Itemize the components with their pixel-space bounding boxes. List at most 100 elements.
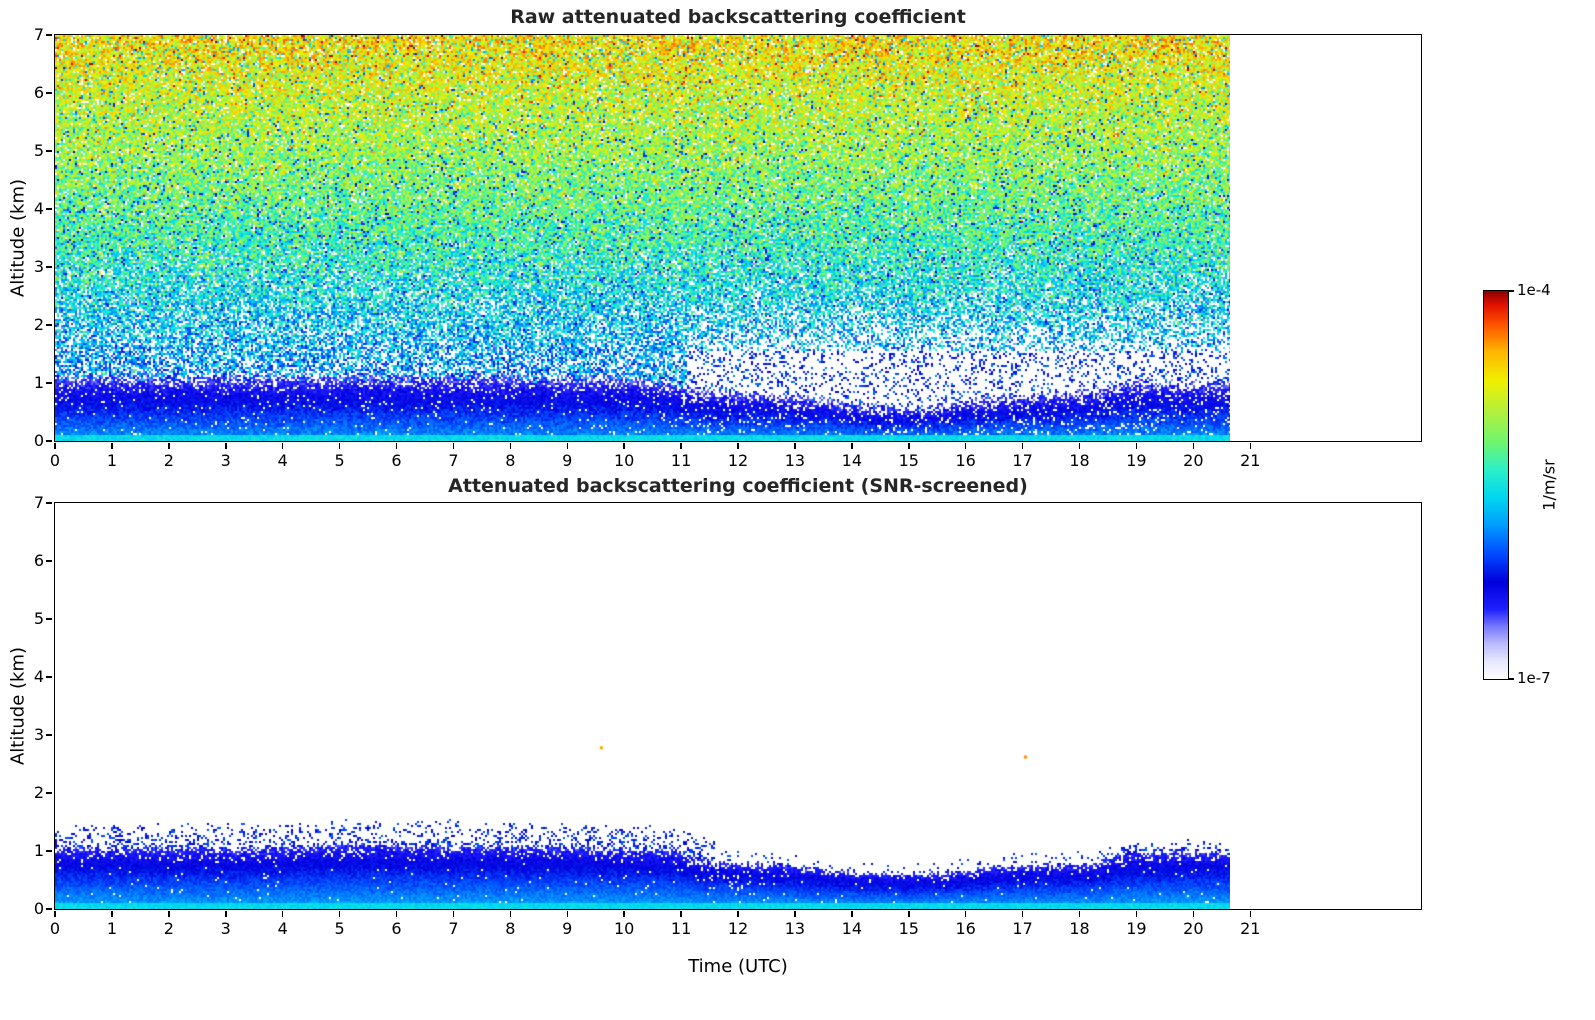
x-tick-mark — [623, 910, 625, 917]
x-tick-mark — [54, 442, 56, 449]
x-tick-mark — [851, 442, 853, 449]
x-tick-label: 21 — [1240, 451, 1261, 470]
x-tick-mark — [225, 442, 227, 449]
x-tick-mark — [794, 910, 796, 917]
y-tick-label: 6 — [33, 83, 44, 102]
x-tick-label: 12 — [727, 919, 749, 938]
x-tick-label: 16 — [955, 451, 976, 470]
x-tick-label: 17 — [1012, 919, 1033, 938]
x-tick-mark — [1249, 442, 1251, 449]
x-tick-label: 13 — [784, 451, 806, 470]
y-tick-label: 4 — [33, 667, 44, 686]
x-tick-mark — [452, 910, 455, 917]
x-tick-mark — [794, 442, 796, 449]
screened-panel-title: Attenuated backscattering coefficient (S… — [448, 475, 1028, 497]
y-tick-label: 6 — [33, 551, 44, 570]
x-tick-mark — [908, 910, 910, 917]
x-tick-mark — [1192, 910, 1195, 917]
x-tick-label: 18 — [1069, 451, 1090, 470]
x-tick-label: 10 — [613, 451, 635, 470]
y-tick-mark — [46, 792, 52, 794]
y-tick-mark — [46, 92, 52, 94]
x-tick-mark — [737, 442, 739, 449]
x-tick-label: 20 — [1183, 451, 1204, 470]
y-tick-label: 1 — [33, 841, 44, 860]
x-tick-label: 7 — [448, 451, 459, 470]
x-tick-mark — [566, 442, 568, 449]
y-tick-mark — [46, 324, 52, 326]
colorbar-gradient-canvas — [1483, 290, 1508, 679]
x-tick-label: 4 — [277, 919, 288, 938]
x-tick-label: 8 — [505, 451, 516, 470]
raw-panel-title: Raw attenuated backscattering coefficien… — [510, 6, 966, 28]
screened-y-axis-label: Altitude (km) — [7, 646, 29, 766]
y-tick-label: 5 — [33, 609, 44, 628]
x-tick-mark — [509, 442, 512, 449]
y-tick-label: 3 — [33, 725, 44, 744]
colorbar-tick-mark — [1509, 290, 1514, 292]
y-tick-mark — [46, 440, 52, 442]
x-tick-mark — [964, 442, 967, 449]
colorbar-max-label: 1e-4 — [1517, 281, 1551, 299]
y-tick-mark — [46, 208, 52, 210]
x-tick-label: 19 — [1126, 451, 1147, 470]
x-tick-label: 6 — [391, 451, 402, 470]
y-tick-mark — [46, 618, 52, 620]
colorbar-tick-mark — [1509, 678, 1514, 680]
x-tick-label: 6 — [391, 919, 402, 938]
x-tick-label: 18 — [1069, 919, 1090, 938]
x-tick-label: 1 — [106, 919, 117, 938]
x-tick-mark — [1078, 910, 1081, 917]
x-tick-label: 21 — [1240, 919, 1261, 938]
x-tick-mark — [168, 442, 170, 449]
y-tick-mark — [46, 502, 52, 504]
x-tick-label: 9 — [562, 919, 573, 938]
x-tick-mark — [395, 442, 398, 449]
x-tick-mark — [338, 442, 341, 449]
screened-plot-area — [53, 501, 1422, 910]
y-tick-mark — [46, 676, 52, 678]
y-tick-mark — [46, 266, 52, 268]
y-tick-label: 3 — [33, 257, 44, 276]
x-tick-label: 10 — [613, 919, 635, 938]
x-tick-mark — [509, 910, 512, 917]
raw-y-axis-label: Altitude (km) — [7, 178, 29, 298]
x-tick-label: 0 — [49, 919, 61, 938]
x-tick-label: 12 — [727, 451, 749, 470]
y-tick-mark — [46, 150, 52, 152]
x-tick-mark — [1135, 442, 1138, 449]
x-tick-mark — [964, 910, 967, 917]
x-tick-label: 2 — [163, 451, 174, 470]
y-tick-label: 0 — [33, 899, 44, 918]
x-tick-label: 13 — [784, 919, 806, 938]
y-tick-label: 0 — [33, 431, 44, 450]
x-tick-mark — [737, 910, 739, 917]
x-tick-mark — [680, 910, 682, 917]
x-tick-mark — [1135, 910, 1138, 917]
x-tick-label: 11 — [670, 919, 692, 938]
x-tick-label: 4 — [277, 451, 288, 470]
x-tick-mark — [1021, 442, 1024, 449]
y-tick-mark — [46, 34, 52, 36]
x-tick-label: 3 — [220, 451, 231, 470]
y-tick-label: 4 — [33, 199, 44, 218]
y-tick-label: 1 — [33, 373, 44, 392]
colorbar — [1482, 289, 1509, 680]
y-tick-mark — [46, 850, 52, 852]
x-tick-label: 15 — [898, 451, 919, 470]
y-tick-label: 7 — [33, 25, 44, 44]
x-tick-mark — [281, 910, 284, 917]
x-tick-mark — [680, 442, 682, 449]
raw-heatmap-canvas — [54, 34, 1230, 441]
x-tick-mark — [395, 910, 398, 917]
x-tick-mark — [168, 910, 170, 917]
x-tick-label: 8 — [505, 919, 516, 938]
y-tick-mark — [46, 908, 52, 910]
x-tick-mark — [1249, 910, 1251, 917]
x-tick-mark — [111, 442, 113, 449]
x-tick-label: 5 — [334, 919, 345, 938]
x-tick-mark — [1021, 910, 1024, 917]
x-tick-mark — [908, 442, 910, 449]
y-tick-label: 2 — [33, 783, 44, 802]
